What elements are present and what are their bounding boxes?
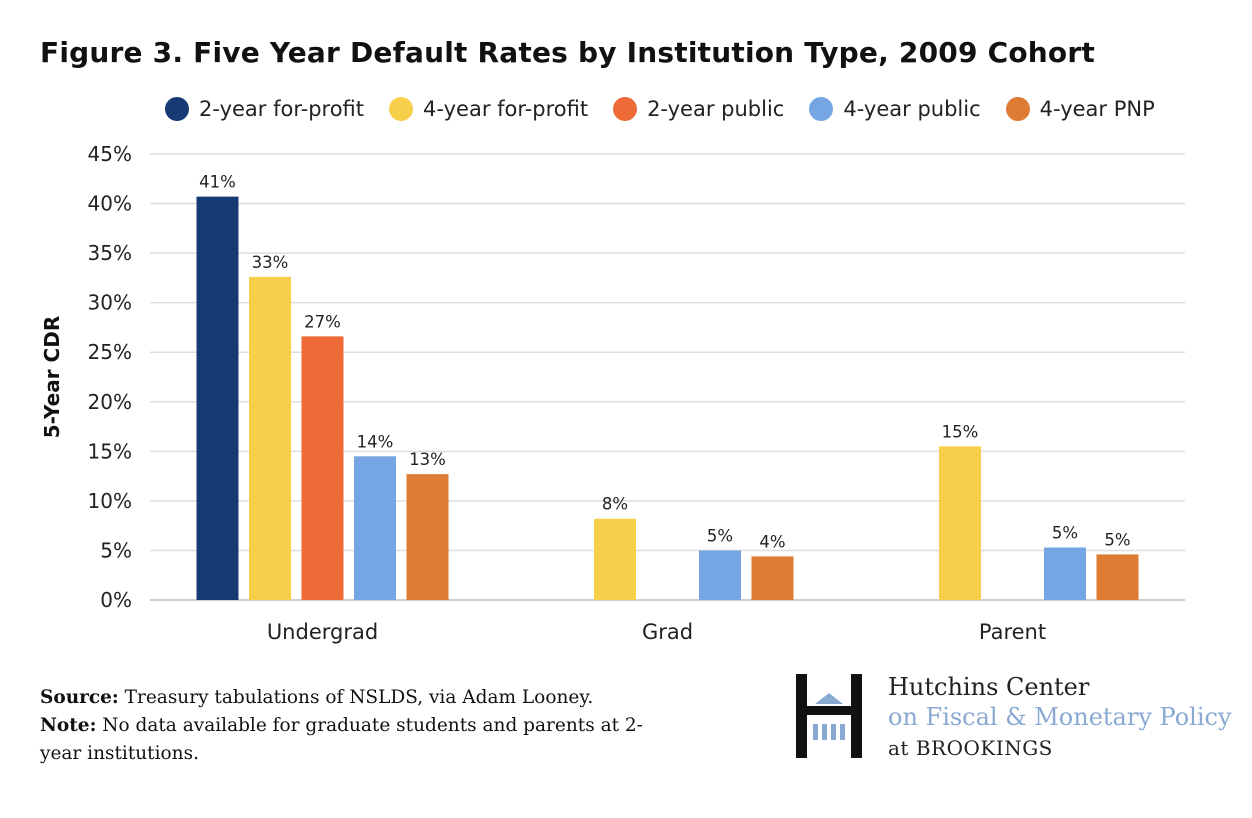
x-tick-label: Parent	[979, 620, 1046, 644]
legend-swatch	[1005, 97, 1030, 121]
legend-swatch	[389, 97, 414, 121]
bar-parent-1	[939, 446, 981, 600]
y-tick-label: 0%	[100, 588, 132, 612]
bar-grad-3	[699, 550, 741, 600]
y-tick-label: 5%	[100, 538, 132, 562]
y-tick-label: 35%	[88, 241, 132, 265]
y-tick-label: 30%	[88, 291, 132, 315]
x-tick-label: Grad	[642, 620, 693, 644]
chart-title: Figure 3. Five Year Default Rates by Ins…	[40, 36, 1095, 69]
legend: 2-year for-profit 4-year for-profit 2-ye…	[165, 97, 1155, 121]
data-label: 15%	[942, 422, 979, 441]
hutchins-brookings-logo: Hutchins Center on Fiscal & Monetary Pol…	[796, 672, 1232, 762]
source-text: Treasury tabulations of NSLDS, via Adam …	[124, 687, 594, 708]
data-label: 33%	[252, 253, 289, 272]
legend-label: 2-year for-profit	[199, 97, 365, 121]
legend-item-4yr-pnp: 4-year PNP	[1005, 97, 1155, 121]
logo-line-3: at BROOKINGS	[888, 736, 1053, 760]
bar-parent-4	[1096, 554, 1139, 600]
bar-undergrad-4	[406, 474, 449, 600]
data-label: 5%	[1052, 523, 1078, 542]
legend-label: 2-year public	[647, 97, 785, 121]
logo-line-1: Hutchins Center	[888, 673, 1090, 701]
source-label: Source:	[40, 687, 119, 708]
data-label: 41%	[199, 173, 236, 192]
data-label: 27%	[304, 312, 341, 331]
note-line: Note: No data available for graduate stu…	[40, 712, 680, 768]
bar-undergrad-3	[354, 456, 396, 600]
legend-label: 4-year PNP	[1039, 97, 1155, 121]
legend-item-2yr-public: 2-year public	[613, 97, 784, 121]
bar-chart: 0% 5% 10% 15% 20% 25% 30% 35% 40% 45% 5-Year CDR 41…	[40, 142, 1185, 644]
legend-item-2yr-for-profit: 2-year for-profit	[165, 97, 364, 121]
legend-label: 4-year public	[843, 97, 981, 121]
bar-grad-4	[751, 556, 794, 600]
bar-parent-3	[1044, 547, 1086, 600]
source-line: Source: Treasury tabulations of NSLDS, v…	[40, 684, 680, 712]
note-label: Note:	[40, 715, 97, 736]
y-axis-label: 5-Year CDR	[40, 316, 64, 439]
y-tick-label: 45%	[88, 142, 132, 166]
legend-item-4yr-public: 4-year public	[809, 97, 981, 121]
legend-item-4yr-for-profit: 4-year for-profit	[389, 97, 588, 121]
note-text: No data available for graduate students …	[40, 715, 643, 764]
data-label: 5%	[1104, 530, 1130, 549]
y-tick-label: 25%	[88, 340, 132, 364]
data-label: 5%	[707, 526, 733, 545]
legend-swatch	[809, 97, 834, 121]
bar-undergrad-0	[196, 196, 239, 600]
legend-swatch	[165, 97, 189, 121]
data-label: 8%	[602, 495, 628, 514]
bar-grad-1	[594, 518, 636, 600]
data-label: 4%	[759, 532, 785, 551]
building-h-icon	[796, 674, 862, 758]
y-tick-label: 20%	[88, 390, 132, 414]
legend-swatch	[613, 97, 638, 121]
bar-undergrad-2	[301, 336, 344, 600]
y-tick-label: 15%	[88, 439, 132, 463]
x-tick-label: Undergrad	[267, 620, 378, 644]
y-tick-label: 40%	[88, 192, 132, 216]
bar-undergrad-1	[249, 276, 291, 600]
chart-notes: Source: Treasury tabulations of NSLDS, v…	[40, 684, 680, 768]
logo-line-2: on Fiscal & Monetary Policy	[888, 703, 1232, 731]
data-label: 14%	[357, 432, 394, 451]
y-tick-label: 10%	[88, 489, 132, 513]
legend-label: 4-year for-profit	[423, 97, 589, 121]
data-label: 13%	[409, 450, 446, 469]
